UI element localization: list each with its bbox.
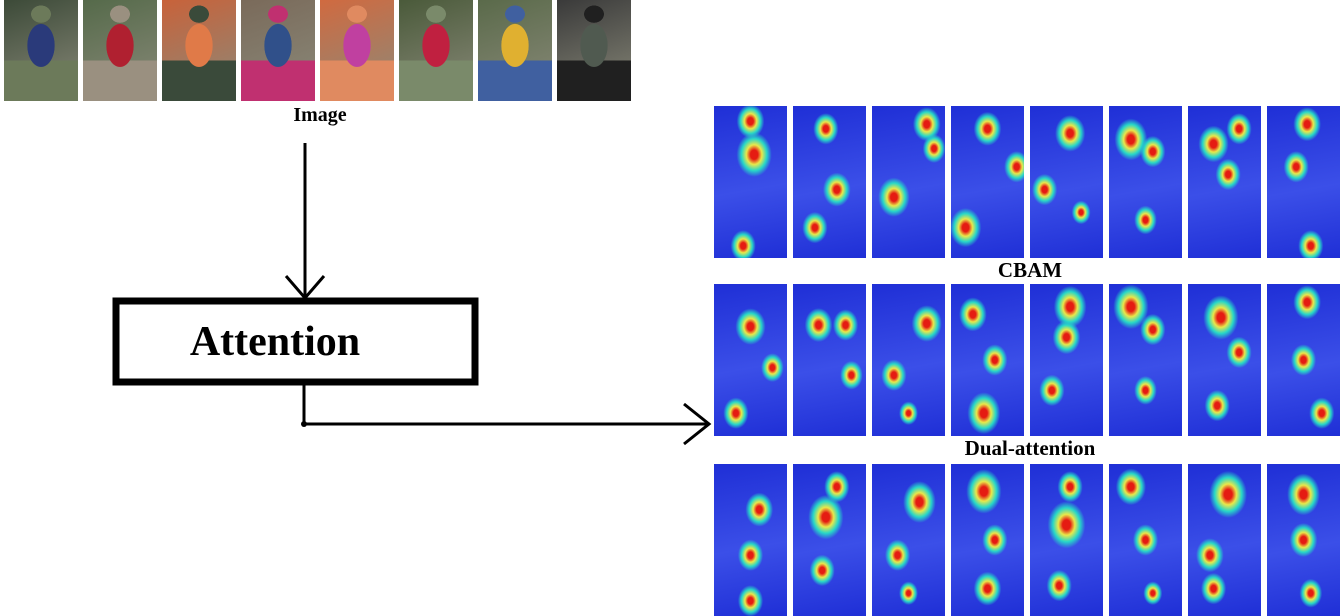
heatmap-cell [714,464,787,616]
heatmap-cell [1109,106,1182,258]
heatmap-cell [793,464,866,616]
heatmap-cell [714,284,787,436]
heatmap-cell [1188,106,1261,258]
heatmap-cell [1188,464,1261,616]
input-image-label: Image [293,104,347,126]
row-caption-dual-attention: Dual-attention [964,436,1096,460]
heatmap-cell [1109,464,1182,616]
input-photo [399,0,473,101]
heatmap-cell [951,284,1024,436]
heatmap-cell [1267,284,1340,436]
heatmap-cell [951,464,1024,616]
input-photo [162,0,236,101]
heatmap-cell [1267,106,1340,258]
input-image-strip [0,0,634,102]
heatmap-cell [1188,284,1261,436]
heatmap-cell [872,106,945,258]
input-photo [4,0,78,101]
attention-to-heatmaps-arrowhead [683,402,712,446]
input-photo [83,0,157,101]
heatmap-cell [1030,284,1103,436]
input-photo [241,0,315,101]
heatmap-cell [872,464,945,616]
attention-module-label: Attention [189,319,361,365]
heatmap-cell [714,106,787,258]
input-photo [478,0,552,101]
heatmap-cell [793,106,866,258]
row-caption-cbam: CBAM [997,258,1063,282]
heatmap-cell [793,284,866,436]
input-photo [557,0,631,101]
heatmap-cell [872,284,945,436]
attention-box [112,297,479,386]
heatmap-cell [1030,464,1103,616]
heatmap-cell [951,106,1024,258]
heatmap-cell [1267,464,1340,616]
heatmap-cell [1109,284,1182,436]
heatmap-grid [712,106,1344,616]
input-photo [320,0,394,101]
heatmap-cell [1030,106,1103,258]
